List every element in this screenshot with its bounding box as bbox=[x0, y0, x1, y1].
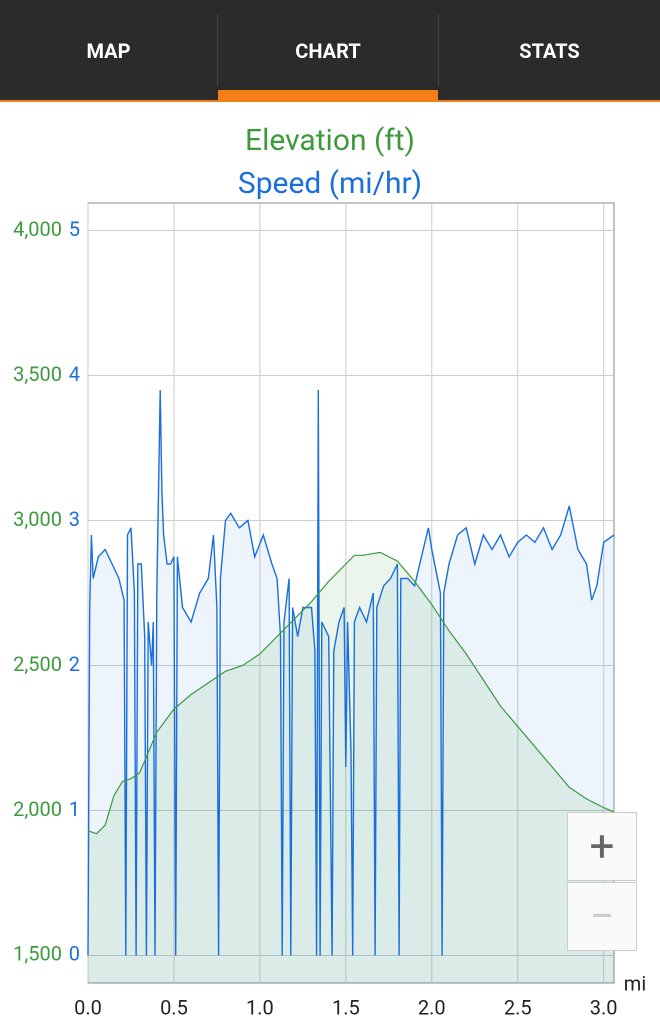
tab-separator bbox=[217, 14, 218, 86]
y-tick-label: 1,500 bbox=[13, 942, 62, 966]
line bbox=[87, 551, 615, 835]
x-tick-label: 2.5 bbox=[504, 995, 532, 1019]
y2-tick-label: 0 bbox=[69, 942, 80, 966]
y2-tick-label: 5 bbox=[69, 217, 80, 241]
y-tick-label: 2,500 bbox=[13, 652, 62, 676]
x-tick-label: 0.5 bbox=[160, 995, 188, 1019]
stats-tab[interactable]: STATS bbox=[519, 39, 580, 63]
x-tick-label: 2.0 bbox=[418, 995, 446, 1019]
zoom-in-button[interactable]: + bbox=[567, 812, 637, 881]
x-tick-label: 1.0 bbox=[246, 995, 274, 1019]
zoom-out-button[interactable]: − bbox=[567, 882, 637, 951]
y2-tick-label: 1 bbox=[69, 797, 80, 821]
y2-tick-label: 4 bbox=[69, 362, 80, 386]
chart: Elevation (ft) Speed (mi/hr) 1,500 2,000 2,5… bbox=[13, 123, 646, 1019]
x-tick-label: 3.0 bbox=[590, 995, 618, 1019]
y2-tick-label: 3 bbox=[69, 507, 80, 531]
legend-title: Elevation (ft) bbox=[245, 123, 415, 158]
map-tab[interactable]: MAP bbox=[86, 39, 131, 63]
y-tick-label: 4,000 bbox=[13, 217, 62, 241]
x-tick-label: 1.5 bbox=[332, 995, 360, 1019]
y-tick-label: 2,000 bbox=[13, 797, 62, 821]
line bbox=[87, 389, 615, 956]
tab-bar: MAP CHART STATS bbox=[0, 0, 660, 102]
x-tick-label: 0.0 bbox=[74, 995, 102, 1019]
selected-indicator bbox=[218, 90, 438, 100]
chart-tab[interactable]: CHART bbox=[295, 39, 361, 63]
y-tick-label: 3,000 bbox=[13, 507, 62, 531]
y2-tick-label: 2 bbox=[69, 652, 80, 676]
x-axis-label: mi bbox=[624, 971, 646, 995]
y-tick-label: 3,500 bbox=[13, 362, 62, 386]
tab-separator bbox=[438, 14, 439, 86]
legend-title: Speed (mi/hr) bbox=[238, 166, 422, 201]
